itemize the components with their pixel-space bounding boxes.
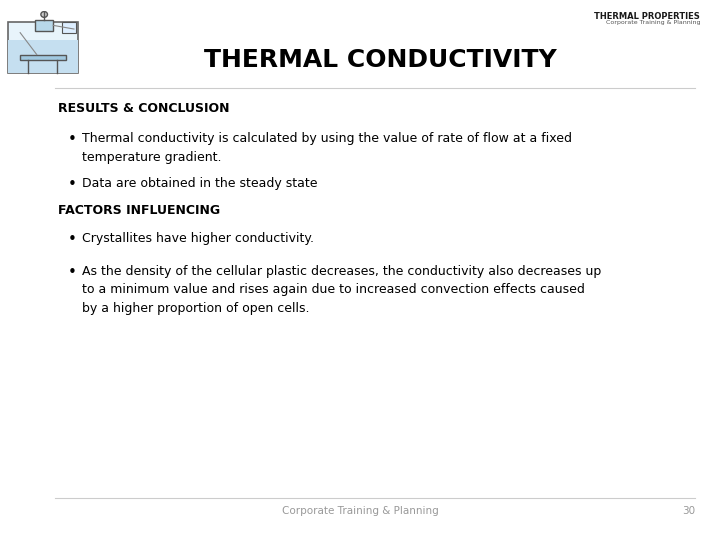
Text: 30: 30 [682,506,695,516]
Bar [8,40,78,73]
Bar [20,55,66,60]
Text: Crystallites have higher conductivity.: Crystallites have higher conductivity. [82,232,314,245]
Text: Thermal conductivity is calculated by using the value of rate of flow at a fixed: Thermal conductivity is calculated by us… [82,132,572,164]
Text: •: • [68,232,76,247]
Text: •: • [68,265,76,280]
Circle shape [41,11,48,17]
Text: •: • [68,177,76,192]
Text: •: • [68,132,76,147]
Text: RESULTS & CONCLUSION: RESULTS & CONCLUSION [58,102,230,115]
Text: THERMAL PROPERTIES: THERMAL PROPERTIES [594,12,700,21]
Text: THERMAL CONDUCTIVITY: THERMAL CONDUCTIVITY [204,48,557,72]
Text: As the density of the cellular plastic decreases, the conductivity also decrease: As the density of the cellular plastic d… [82,265,601,315]
Bar [8,22,78,73]
Text: Data are obtained in the steady state: Data are obtained in the steady state [82,177,318,190]
Text: Corporate Training & Planning: Corporate Training & Planning [282,506,438,516]
Text: Corporate Training & Planning: Corporate Training & Planning [606,20,700,25]
Bar [35,19,53,31]
Bar [62,23,76,32]
Text: FACTORS INFLUENCING: FACTORS INFLUENCING [58,204,220,217]
